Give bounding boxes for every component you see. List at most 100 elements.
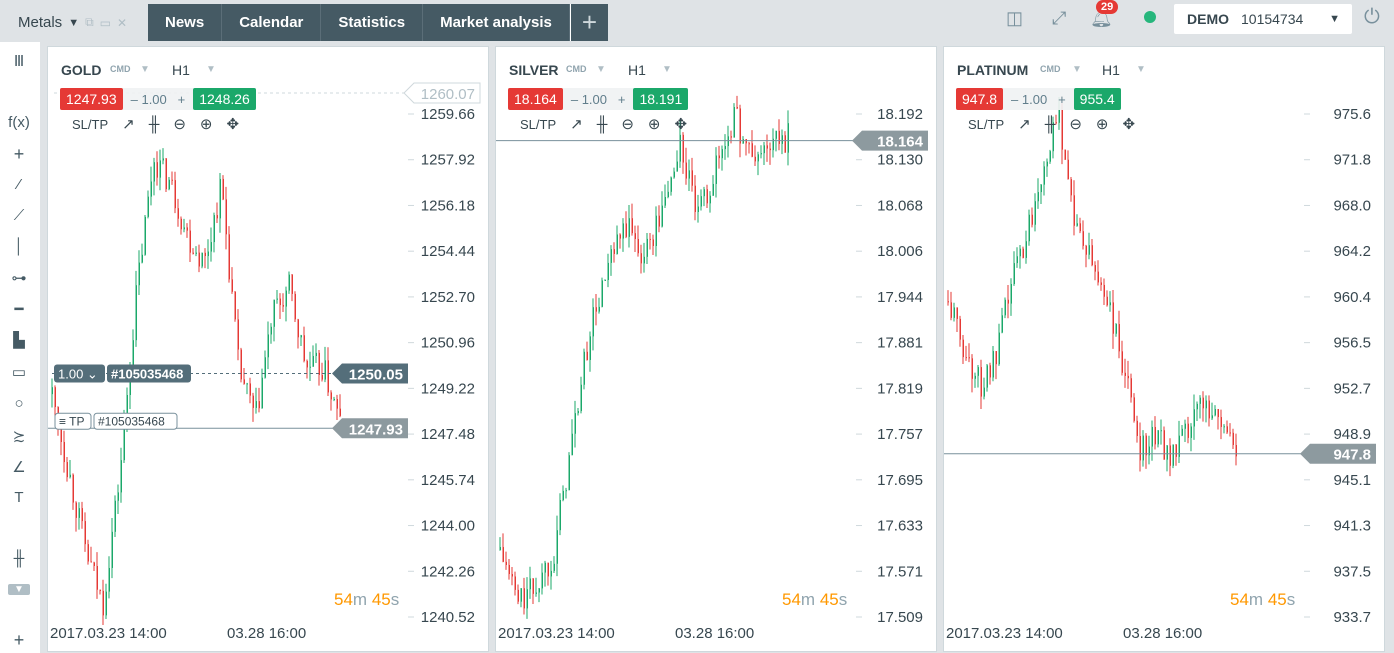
- time-axis-label: 03.28 16:00: [675, 625, 755, 642]
- quantity-input[interactable]: 1.00: [141, 91, 167, 107]
- timeframe-label[interactable]: H1: [628, 62, 646, 78]
- timeframe-dropdown-icon[interactable]: ▼: [662, 64, 672, 75]
- candlestick-chart[interactable]: 1259.66 1257.92 1256.18 1254.44 1252.70 1250.…: [48, 47, 490, 653]
- sltp-button[interactable]: SL/TP: [72, 116, 109, 132]
- sell-button[interactable]: 947.8: [956, 88, 1004, 110]
- symbol-name[interactable]: GOLD: [61, 62, 102, 78]
- symbol-dropdown-icon[interactable]: ▼: [596, 64, 606, 75]
- candles-icon[interactable]: ╫: [1044, 115, 1056, 133]
- timeframe-label[interactable]: H1: [172, 62, 190, 78]
- function-icon[interactable]: f(x): [8, 114, 30, 131]
- pan-icon[interactable]: ✥: [1122, 116, 1136, 133]
- quantity-input[interactable]: 1.00: [581, 91, 607, 107]
- line-chart-icon[interactable]: ↗: [570, 116, 583, 133]
- candle-body: [679, 134, 681, 162]
- symbol-dropdown-icon[interactable]: ▼: [140, 64, 150, 75]
- candlestick-chart[interactable]: 975.6 971.8 968.0 964.2 960.4 956.5 952.7 948.9…: [944, 47, 1386, 653]
- zoom-in-icon[interactable]: ⊕: [199, 116, 213, 133]
- buy-button[interactable]: 18.191: [633, 88, 689, 110]
- candles-icon[interactable]: ╫: [596, 115, 608, 133]
- buy-button[interactable]: 1248.26: [193, 88, 256, 110]
- close-icon[interactable]: ✕: [117, 15, 128, 30]
- line-icon[interactable]: ⁄: [17, 176, 21, 193]
- pan-icon[interactable]: ✥: [674, 116, 688, 133]
- symbol-dropdown-icon[interactable]: ▼: [1072, 64, 1082, 75]
- candle-body: [336, 398, 338, 409]
- workspace-selector[interactable]: Metals ▼ ⧉ ▭ ✕: [18, 14, 127, 31]
- zoom-in-icon[interactable]: ⊕: [1095, 116, 1109, 133]
- candles-icon[interactable]: ╫: [148, 115, 160, 133]
- candle-type-icon[interactable]: ╫: [13, 550, 25, 567]
- tab-news[interactable]: News: [148, 4, 223, 41]
- horizontal-line-icon[interactable]: ⊶: [11, 270, 27, 287]
- add-tab-button[interactable]: +: [569, 4, 608, 41]
- tab-market-analysis[interactable]: Market analysis: [423, 4, 570, 41]
- sltp-button[interactable]: SL/TP: [968, 116, 1005, 132]
- candle-body: [541, 572, 543, 589]
- candle-body: [1049, 151, 1051, 162]
- maximize-icon[interactable]: ▭: [99, 15, 111, 30]
- price-axis-label: 941.3: [1333, 518, 1371, 535]
- power-icon[interactable]: ⏻: [1364, 6, 1380, 28]
- zoom-out-icon[interactable]: ⊖: [621, 116, 634, 133]
- horizontal-ray-icon[interactable]: ━: [14, 301, 24, 318]
- candlestick-chart[interactable]: 18.192 18.130 18.068 18.006 17.944 17.881 17.8…: [496, 47, 938, 653]
- candle-body: [646, 238, 648, 257]
- zoom-out-icon[interactable]: ⊖: [173, 116, 186, 133]
- candle-body: [306, 360, 308, 368]
- timeframe-dropdown-icon[interactable]: ▼: [1136, 64, 1146, 75]
- crosshair-icon[interactable]: +: [13, 144, 25, 164]
- line-chart-icon[interactable]: ↗: [1018, 116, 1031, 133]
- symbol-name[interactable]: PLATINUM: [957, 62, 1029, 78]
- candle-body: [186, 227, 188, 231]
- candle-body: [156, 162, 158, 178]
- vertical-line-icon[interactable]: │: [14, 238, 24, 255]
- fullscreen-icon[interactable]: ⤢: [1052, 8, 1067, 28]
- columns-icon[interactable]: Ⅲ: [13, 53, 25, 70]
- increase-qty-button[interactable]: +: [177, 91, 186, 107]
- candle-body: [210, 242, 212, 252]
- timeframe-label[interactable]: H1: [1102, 62, 1120, 78]
- symbol-name[interactable]: SILVER: [509, 62, 559, 78]
- sltp-button[interactable]: SL/TP: [520, 116, 557, 132]
- zoom-in-icon[interactable]: ⊕: [647, 116, 661, 133]
- text-icon[interactable]: T: [14, 489, 24, 506]
- tab-statistics[interactable]: Statistics: [321, 4, 424, 41]
- increase-qty-button[interactable]: +: [1058, 91, 1066, 107]
- decrease-qty-button[interactable]: –: [130, 91, 138, 107]
- quantity-input[interactable]: 1.00: [1021, 91, 1048, 107]
- candle-body: [240, 349, 242, 380]
- decrease-qty-button[interactable]: –: [1011, 91, 1019, 107]
- candle-body: [150, 181, 152, 197]
- buy-button[interactable]: 955.4: [1073, 88, 1121, 110]
- sell-button[interactable]: 1247.93: [60, 88, 123, 110]
- candle-body: [607, 262, 609, 281]
- candle-body: [613, 249, 615, 254]
- tab-calendar[interactable]: Calendar: [222, 4, 322, 41]
- layout-icon[interactable]: ◫: [1006, 8, 1024, 28]
- rectangle-icon[interactable]: ▭: [11, 364, 27, 381]
- account-selector[interactable]: DEMO 10154734 ▼: [1174, 4, 1352, 34]
- candle-body: [1001, 315, 1003, 333]
- candle-body: [583, 351, 585, 385]
- timeframe-dropdown-icon[interactable]: ▼: [206, 64, 216, 75]
- add-icon[interactable]: +: [13, 630, 25, 650]
- pan-icon[interactable]: ✥: [226, 116, 240, 133]
- popout-icon[interactable]: ⧉: [85, 15, 94, 29]
- fibonacci-icon[interactable]: ≿: [12, 428, 26, 445]
- sell-button[interactable]: 18.164: [508, 88, 563, 110]
- candle-body: [520, 588, 522, 602]
- line-chart-icon[interactable]: ↗: [122, 116, 135, 133]
- candle-body: [1223, 426, 1225, 428]
- candle-timer: 54m 45s: [334, 590, 400, 609]
- zoom-out-icon[interactable]: ⊖: [1069, 116, 1082, 133]
- decrease-qty-button[interactable]: –: [570, 91, 579, 107]
- candle-body: [637, 238, 639, 254]
- price-axis-label: 1242.26: [421, 563, 475, 580]
- circle-icon[interactable]: ○: [14, 395, 24, 412]
- ray-icon[interactable]: ⟋: [13, 207, 25, 224]
- volume-bars-icon[interactable]: ▙: [13, 332, 25, 349]
- collapse-icon[interactable]: ▼: [0, 584, 38, 595]
- angle-icon[interactable]: ∠: [12, 459, 26, 476]
- increase-qty-button[interactable]: +: [617, 91, 626, 107]
